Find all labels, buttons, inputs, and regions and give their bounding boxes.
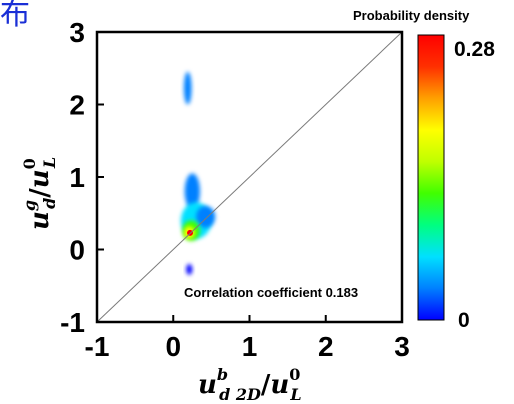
x-axis-label: ub d 2D/u0 L — [198, 365, 302, 404]
y-label-base2: u — [25, 169, 55, 188]
x-tick-label: 3 — [394, 331, 410, 362]
density-region-1 — [183, 71, 192, 105]
y-label-sub: d — [40, 198, 59, 209]
corner-title-fragment: 布 — [0, 0, 30, 32]
y-tick-label: 1 — [69, 162, 85, 193]
colorbar — [417, 34, 445, 321]
y-tick-label: 0 — [69, 235, 85, 266]
correlation-annotation: Correlation coefficient 0.183 — [184, 285, 358, 300]
y-tick-label: -1 — [60, 307, 85, 338]
reference-diagonal-line — [96, 31, 403, 323]
x-label-sub: d 2D — [219, 385, 261, 404]
x-tick-label: 2 — [318, 331, 334, 362]
x-label-sup2: 0 — [289, 365, 300, 384]
density-region-7 — [186, 264, 193, 275]
x-tick-label: 0 — [165, 331, 181, 362]
y-tick-label: 2 — [69, 90, 85, 121]
density-region-2 — [184, 173, 200, 210]
density-region-4 — [196, 206, 216, 228]
y-tick-label: 3 — [69, 17, 85, 48]
colorbar-max-label: 0.28 — [454, 38, 495, 61]
colorbar-min-label: 0 — [458, 309, 470, 332]
x-label-base: u — [198, 370, 217, 400]
y-label-sup2: 0 — [20, 158, 39, 169]
x-tick-label: -1 — [85, 331, 110, 362]
y-label-sup: g — [20, 200, 39, 211]
y-label-base: u — [25, 211, 55, 230]
x-axis: -1 0 1 2 3 — [85, 315, 410, 362]
y-axis: -1 0 1 2 3 — [60, 17, 104, 338]
density-layer — [180, 71, 216, 275]
x-label-base2: u — [270, 370, 289, 400]
x-label-sup: b — [217, 365, 228, 384]
y-label-sub2: L — [40, 157, 59, 169]
y-axis-label: ugd/u0L — [20, 157, 59, 230]
x-tick-label: 1 — [242, 331, 258, 362]
y-label-sep: / — [25, 188, 55, 198]
x-label-sub2: L — [289, 385, 301, 404]
colorbar-title: Probability density — [353, 8, 470, 23]
x-label-sep: / — [261, 370, 271, 400]
